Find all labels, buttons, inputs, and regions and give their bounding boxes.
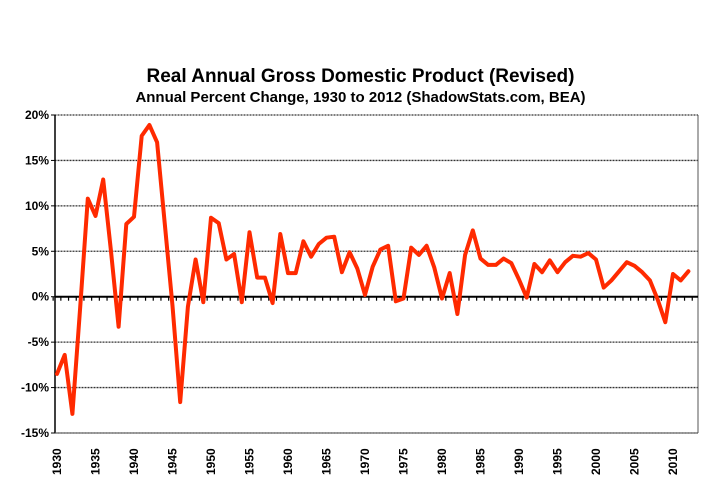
x-tick-label: 1970 [358,448,372,475]
x-tick-label: 1940 [127,448,141,475]
x-tick-label: 1975 [397,448,411,475]
y-tick-label: 15% [25,153,49,167]
x-tick-label: 1980 [435,448,449,475]
y-tick-label: 5% [32,244,50,258]
y-tick-label: 0% [32,290,50,304]
y-tick-label: -15% [21,426,49,440]
x-tick-label: 1935 [89,448,103,475]
x-tick-label: 1985 [474,448,488,475]
x-tick-label: 2000 [589,448,603,475]
x-tick-label: 2010 [666,448,680,475]
y-tick-label: 20% [25,108,49,122]
x-tick-label: 1945 [166,448,180,475]
x-tick-label: 1930 [50,448,64,475]
x-tick-label: 1955 [243,448,257,475]
y-tick-label: -10% [21,381,49,395]
data-series-line [55,123,691,416]
x-tick-label: 1995 [551,448,565,475]
y-tick-label: -5% [28,335,50,349]
x-tick-label: 1965 [320,448,334,475]
chart-subtitle: Annual Percent Change, 1930 to 2012 (Sha… [135,89,586,106]
x-tick-label: 1960 [281,448,295,475]
chart-title: Real Annual Gross Domestic Product (Revi… [146,66,575,87]
y-tick-label: 10% [25,199,49,213]
x-tick-label: 2005 [628,448,642,475]
x-tick-label: 1990 [512,448,526,475]
x-tick-label: 1950 [204,448,218,475]
